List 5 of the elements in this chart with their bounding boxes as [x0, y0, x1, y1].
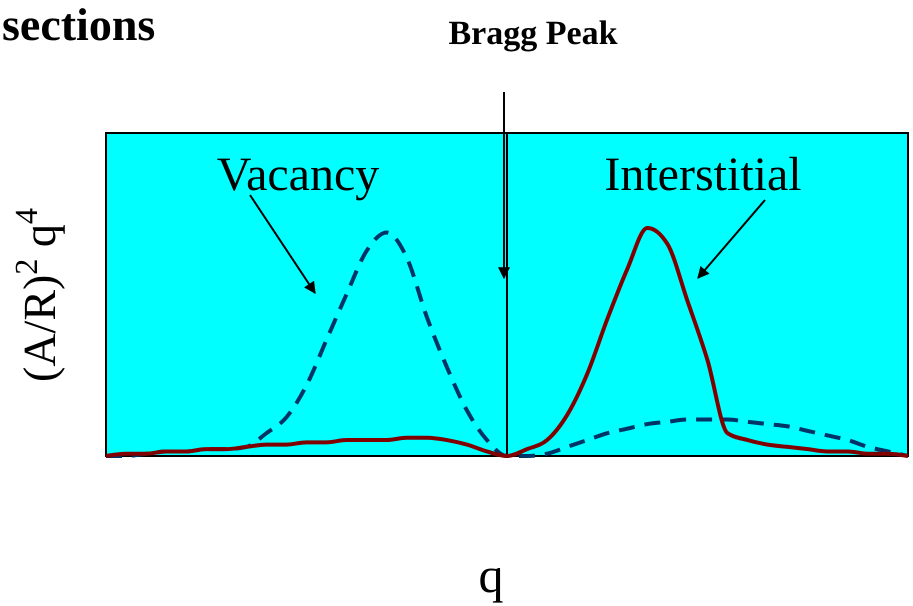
series-label: Vacancy: [216, 148, 380, 201]
series-label: Interstitial: [604, 148, 802, 201]
x-axis-title: q: [478, 547, 504, 603]
chart-title: sections: [2, 0, 156, 50]
text: Bragg Peak: [448, 15, 618, 52]
